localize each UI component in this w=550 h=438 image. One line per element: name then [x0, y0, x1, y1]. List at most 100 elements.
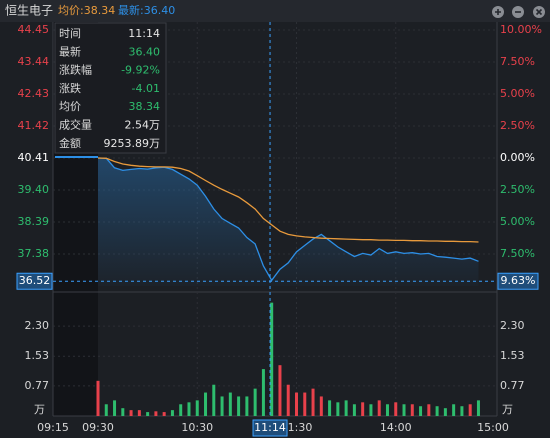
volume-bar	[204, 392, 208, 416]
volume-bar	[121, 408, 125, 416]
volume-tick-label: 0.77	[25, 379, 50, 392]
y-tick-label: 44.45	[18, 23, 50, 36]
volume-tick-label: 2.30	[25, 319, 50, 332]
volume-bar	[344, 400, 348, 416]
avg-line	[97, 157, 479, 243]
premarket-label: 09:15	[37, 421, 69, 434]
crosshair-time-box	[252, 419, 288, 437]
volume-bar	[179, 404, 183, 416]
volume-bar	[253, 388, 257, 416]
toolbar[interactable]	[492, 6, 545, 18]
volume-bar	[452, 404, 456, 416]
volume-bar	[435, 406, 439, 416]
volume-bar	[137, 410, 141, 416]
volume-bar	[385, 404, 389, 416]
y-tick-label: 43.44	[18, 55, 50, 68]
x-tick-label: 14:00	[380, 421, 412, 434]
plus-icon	[495, 9, 501, 15]
volume-bar	[311, 388, 315, 416]
y2-tick-label: 0.00%	[500, 151, 535, 164]
tooltip-label: 金额	[59, 136, 81, 150]
tooltip-value: 36.40	[129, 45, 161, 58]
y-tick-label: 42.43	[18, 87, 50, 100]
volume-bar	[154, 411, 158, 416]
crosshair-pct: 9.63%	[501, 274, 536, 287]
volume-bar	[113, 400, 117, 416]
tooltip-value: -9.92%	[121, 64, 160, 77]
volume-bar	[129, 410, 133, 416]
y-tick-label: 39.40	[18, 183, 50, 196]
volume-bar	[369, 404, 373, 416]
y2-tick-label: 10.00%	[500, 23, 542, 36]
volume-bar	[402, 404, 406, 416]
crosshair-price: 36.52	[19, 274, 51, 287]
volume-bar	[394, 402, 398, 416]
x-tick-label: 09:30	[82, 421, 114, 434]
y2-tick-label: 7.50%	[500, 247, 535, 260]
stock-name: 恒生电子	[5, 4, 53, 18]
tooltip-label: 涨跌幅	[59, 63, 92, 77]
tooltip-value: 2.54万	[125, 119, 161, 132]
tooltip-label: 成交量	[59, 118, 92, 132]
tooltip-value: 38.34	[129, 100, 161, 113]
volume-bar	[245, 396, 249, 416]
tooltip-value: 9253.89万	[104, 137, 161, 150]
volume-bar	[295, 392, 298, 416]
volume-bar	[476, 400, 480, 416]
volume-bar	[377, 400, 381, 416]
volume-bar	[419, 406, 423, 416]
y2-tick-label: 5.00%	[500, 87, 535, 100]
x-tick-label: 11:30	[281, 421, 313, 434]
y-tick-label: 41.42	[18, 119, 50, 132]
volume-bar	[468, 404, 472, 416]
tooltip-label: 最新	[59, 44, 81, 58]
x-tick-label: 15:00	[477, 421, 509, 434]
volume-bar	[352, 404, 356, 416]
y-tick-label: 37.38	[18, 247, 50, 260]
tooltip-box	[54, 22, 167, 154]
volume-bar	[328, 400, 332, 416]
volume-bar	[96, 380, 100, 416]
volume-tick-label: 1.53	[25, 349, 50, 362]
volume-bar	[460, 406, 464, 416]
volume-bar	[361, 402, 365, 416]
tooltip-value: 11:14	[128, 27, 160, 40]
volume-bar	[261, 369, 265, 416]
close-icon	[535, 8, 543, 16]
volume-bar	[278, 365, 282, 416]
volume-bar	[319, 396, 323, 416]
price-area	[98, 158, 479, 286]
crosshair-price-box	[16, 272, 53, 290]
volume-bar	[410, 404, 414, 416]
volume-bar	[228, 392, 232, 416]
volume-unit: 万	[34, 403, 45, 416]
volume-bar	[104, 404, 108, 416]
top-bar	[0, 0, 550, 22]
tooltip-label: 均价	[59, 100, 81, 113]
volume-bar	[212, 384, 216, 416]
y-tick-label: 38.39	[18, 215, 50, 228]
crosshair-pct-box	[497, 272, 539, 290]
volume-bar	[336, 402, 340, 416]
crosshair-time: 11:14	[254, 421, 286, 434]
volume-bar	[237, 396, 241, 416]
volume-tick-label-right: 2.30	[500, 319, 525, 332]
y2-tick-label: 2.50%	[500, 183, 535, 196]
volume-bar	[187, 402, 191, 416]
volume-bar	[195, 400, 199, 416]
volume-bar	[303, 392, 307, 416]
volume-bar	[443, 408, 447, 416]
volume-bar	[146, 412, 150, 416]
volume-tick-label-right: 0.77	[500, 379, 525, 392]
volume-bar	[270, 302, 274, 416]
y2-tick-label: 2.50%	[500, 119, 535, 132]
volume-unit-right: 万	[502, 403, 513, 416]
volume-bar	[162, 412, 166, 416]
tooltip-label: 时间	[59, 27, 81, 40]
y2-tick-label: 5.00%	[500, 215, 535, 228]
tooltip-label: 涨跌	[59, 81, 81, 95]
volume-bar	[286, 384, 290, 416]
y-tick-label: 40.41	[18, 151, 50, 164]
latest-price: 最新:36.40	[118, 3, 175, 17]
